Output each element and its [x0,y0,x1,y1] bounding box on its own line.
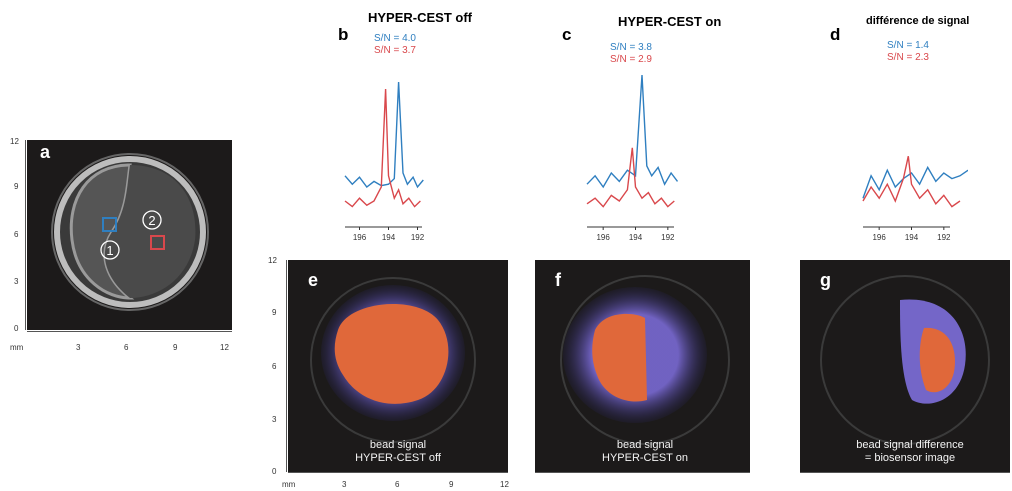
panel-b-sn-red: S/N = 3.7 [374,45,416,56]
spectrum-d-series-1 [862,156,961,208]
spectrum-c: 196 194 192 [586,74,679,242]
panel-g-caption-line2: = biosensor image [864,452,956,464]
panel-f-x-axis [535,472,750,473]
panel-a-label: a [40,142,51,162]
panel-g-caption: bead signal difference = biosensor image [830,439,990,465]
spectrum-d-tick-label: 192 [937,233,951,242]
spectrum-c-tick-label: 194 [629,233,643,242]
spectrum-b-series-1 [344,88,421,208]
panel-a-unit: mm [10,343,24,352]
panel-d-title: différence de signal [866,15,970,27]
panel-a: 12 9 6 3 0 1 2 a mm 3 6 9 12 [0,130,245,360]
spectrum-b-tick-label: 196 [353,233,367,242]
panel-b-title: HYPER-CEST off [368,10,472,25]
panel-f-caption-line2: HYPER-CEST on [602,452,688,464]
panel-a-ytick-3: 3 [14,277,19,286]
panel-e-ytick-3: 3 [272,415,277,424]
spectrum-d-tick-label: 194 [905,233,919,242]
panel-a-xtick-3: 3 [76,343,81,352]
panel-g-label: g [820,270,831,290]
panel-e-ytick-6: 6 [272,362,277,371]
panel-e-signal-map [310,277,476,443]
spectrum-d: 196 194 192 [862,156,968,242]
spectrum-c-tick-label: 192 [661,233,675,242]
spectrum-b-tick-label: 194 [382,233,396,242]
panel-a-ytick-0: 0 [14,324,19,333]
spectrum-d-tick-label: 196 [872,233,886,242]
panel-e-unit: mm [282,480,296,489]
panel-e-xtick-9: 9 [449,480,454,489]
panel-g-signal-map [820,275,990,445]
panel-f-signal-map [560,275,730,445]
panel-c-sn-red: S/N = 2.9 [610,54,652,65]
panel-g-caption-line1: bead signal difference [856,439,964,451]
panel-e-caption: bead signal HYPER-CEST off [328,439,468,465]
panel-a-ytick-12: 12 [10,137,19,146]
red-roi [150,235,165,250]
panel-e-ytick-0: 0 [272,467,277,476]
panel-f-image: f bead signal HYPER-CEST on [535,260,750,472]
spectrum-c-tick-label: 196 [596,233,610,242]
panel-c-label: c [562,25,572,44]
panel-e-label: e [308,270,319,290]
blue-roi [102,217,117,232]
panel-c-title: HYPER-CEST on [618,14,722,29]
panel-g-x-axis [800,472,1010,473]
region-2-label: 2 [148,213,155,228]
panel-e-xtick-3: 3 [342,480,347,489]
panel-b-label: b [338,25,349,44]
panel-a-xtick-9: 9 [173,343,178,352]
spectrum-b-tick-label: 192 [411,233,425,242]
panel-e-x-axis [288,472,508,473]
panel-a-ytick-9: 9 [14,182,19,191]
panel-e-xtick-12: 12 [500,480,509,489]
panel-d-sn-blue: S/N = 1.4 [887,40,929,51]
panel-f-caption-line1: bead signal [616,439,674,451]
panel-b-sn-blue: S/N = 4.0 [374,33,416,44]
panel-a-xtick-12: 12 [220,343,229,352]
spectrum-c-series-0 [586,74,679,189]
panel-a-ytick-6: 6 [14,230,19,239]
spectrum-b-series-0 [344,81,424,189]
panel-g-image: g bead signal difference = biosensor ima… [800,260,1010,472]
panel-a-y-axis [25,140,26,330]
panel-e-ytick-12: 12 [268,256,277,265]
panel-a-x-axis [27,331,232,332]
panel-e-xtick-6: 6 [395,480,400,489]
panel-e-caption-line2: HYPER-CEST off [355,452,441,464]
panel-e-caption-line1: bead signal [369,439,427,451]
panel-d-sn-red: S/N = 2.3 [887,52,929,63]
spectrum-d-series-0 [862,165,968,199]
panel-f-label: f [555,270,561,290]
phantom-image: 1 2 [51,153,209,311]
region-1-label: 1 [106,243,113,258]
panel-c-sn-blue: S/N = 3.8 [610,42,652,53]
panel-a-xtick-6: 6 [124,343,129,352]
panel-f-caption: bead signal HYPER-CEST on [575,439,715,465]
panel-a-mri-image: 1 2 [27,140,232,330]
panel-e-y-axis [286,260,287,472]
panel-e-ytick-9: 9 [272,308,277,317]
spectrum-c-series-1 [586,147,675,208]
panel-e-image: e bead signal HYPER-CEST off [288,260,508,472]
panel-d-label: d [830,25,841,44]
spectrum-b: 196 194 192 [344,81,425,242]
